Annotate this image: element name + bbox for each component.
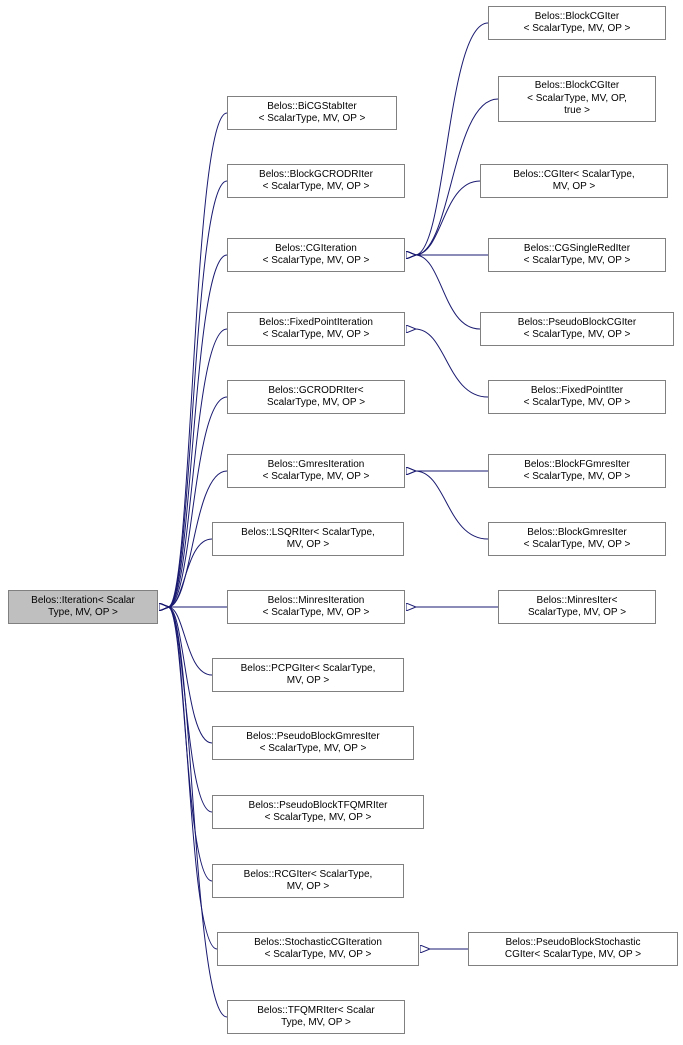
node-bicg[interactable]: Belos::BiCGStabIter < ScalarType, MV, OP… bbox=[227, 96, 397, 130]
node-pcpg[interactable]: Belos::PCPGIter< ScalarType, MV, OP > bbox=[212, 658, 404, 692]
node-pbtfqmr[interactable]: Belos::PseudoBlockTFQMRIter < ScalarType… bbox=[212, 795, 424, 829]
node-fpit[interactable]: Belos::FixedPointIteration < ScalarType,… bbox=[227, 312, 405, 346]
node-rcg[interactable]: Belos::RCGIter< ScalarType, MV, OP > bbox=[212, 864, 404, 898]
edge-blockcg-to-cgit bbox=[415, 23, 488, 255]
edge-fpit-to-root bbox=[168, 329, 227, 607]
node-bfgmres[interactable]: Belos::BlockFGmresIter < ScalarType, MV,… bbox=[488, 454, 666, 488]
node-stochit[interactable]: Belos::StochasticCGIteration < ScalarTyp… bbox=[217, 932, 419, 966]
node-cgsingle[interactable]: Belos::CGSingleRedIter < ScalarType, MV,… bbox=[488, 238, 666, 272]
node-cgiter3[interactable]: Belos::CGIter< ScalarType, MV, OP > bbox=[480, 164, 668, 198]
edge-bgmres-to-gmresit bbox=[415, 471, 488, 539]
node-gcrodr[interactable]: Belos::GCRODRIter< ScalarType, MV, OP > bbox=[227, 380, 405, 414]
node-bgmres[interactable]: Belos::BlockGmresIter < ScalarType, MV, … bbox=[488, 522, 666, 556]
node-pbgmres[interactable]: Belos::PseudoBlockGmresIter < ScalarType… bbox=[212, 726, 414, 760]
node-fpiter3[interactable]: Belos::FixedPointIter < ScalarType, MV, … bbox=[488, 380, 666, 414]
node-pbcg[interactable]: Belos::PseudoBlockCGIter < ScalarType, M… bbox=[480, 312, 674, 346]
edge-fpiter3-to-fpit bbox=[415, 329, 488, 397]
edge-pcpg-to-root bbox=[168, 607, 212, 675]
node-minresit[interactable]: Belos::MinresIteration < ScalarType, MV,… bbox=[227, 590, 405, 624]
edge-lsqr-to-root bbox=[168, 539, 212, 607]
edge-gcrodr-to-root bbox=[168, 397, 227, 607]
edge-rcg-to-root bbox=[168, 607, 212, 881]
node-pbstoch[interactable]: Belos::PseudoBlockStochastic CGIter< Sca… bbox=[468, 932, 678, 966]
node-minres3[interactable]: Belos::MinresIter< ScalarType, MV, OP > bbox=[498, 590, 656, 624]
inheritance-diagram: Belos::Iteration< Scalar Type, MV, OP >B… bbox=[0, 0, 683, 1045]
edge-pbtfqmr-to-root bbox=[168, 607, 212, 812]
node-lsqr[interactable]: Belos::LSQRIter< ScalarType, MV, OP > bbox=[212, 522, 404, 556]
node-tfqmr[interactable]: Belos::TFQMRIter< Scalar Type, MV, OP > bbox=[227, 1000, 405, 1034]
edge-pbcg-to-cgit bbox=[415, 255, 480, 329]
edge-pbgmres-to-root bbox=[168, 607, 212, 743]
edge-stochit-to-root bbox=[168, 607, 217, 949]
node-cgit[interactable]: Belos::CGIteration < ScalarType, MV, OP … bbox=[227, 238, 405, 272]
node-bgcrodr[interactable]: Belos::BlockGCRODRIter < ScalarType, MV,… bbox=[227, 164, 405, 198]
node-blockcg[interactable]: Belos::BlockCGIter < ScalarType, MV, OP … bbox=[488, 6, 666, 40]
node-blockcgt[interactable]: Belos::BlockCGIter < ScalarType, MV, OP,… bbox=[498, 76, 656, 122]
node-root[interactable]: Belos::Iteration< Scalar Type, MV, OP > bbox=[8, 590, 158, 624]
node-gmresit[interactable]: Belos::GmresIteration < ScalarType, MV, … bbox=[227, 454, 405, 488]
edge-cgiter3-to-cgit bbox=[415, 181, 480, 255]
